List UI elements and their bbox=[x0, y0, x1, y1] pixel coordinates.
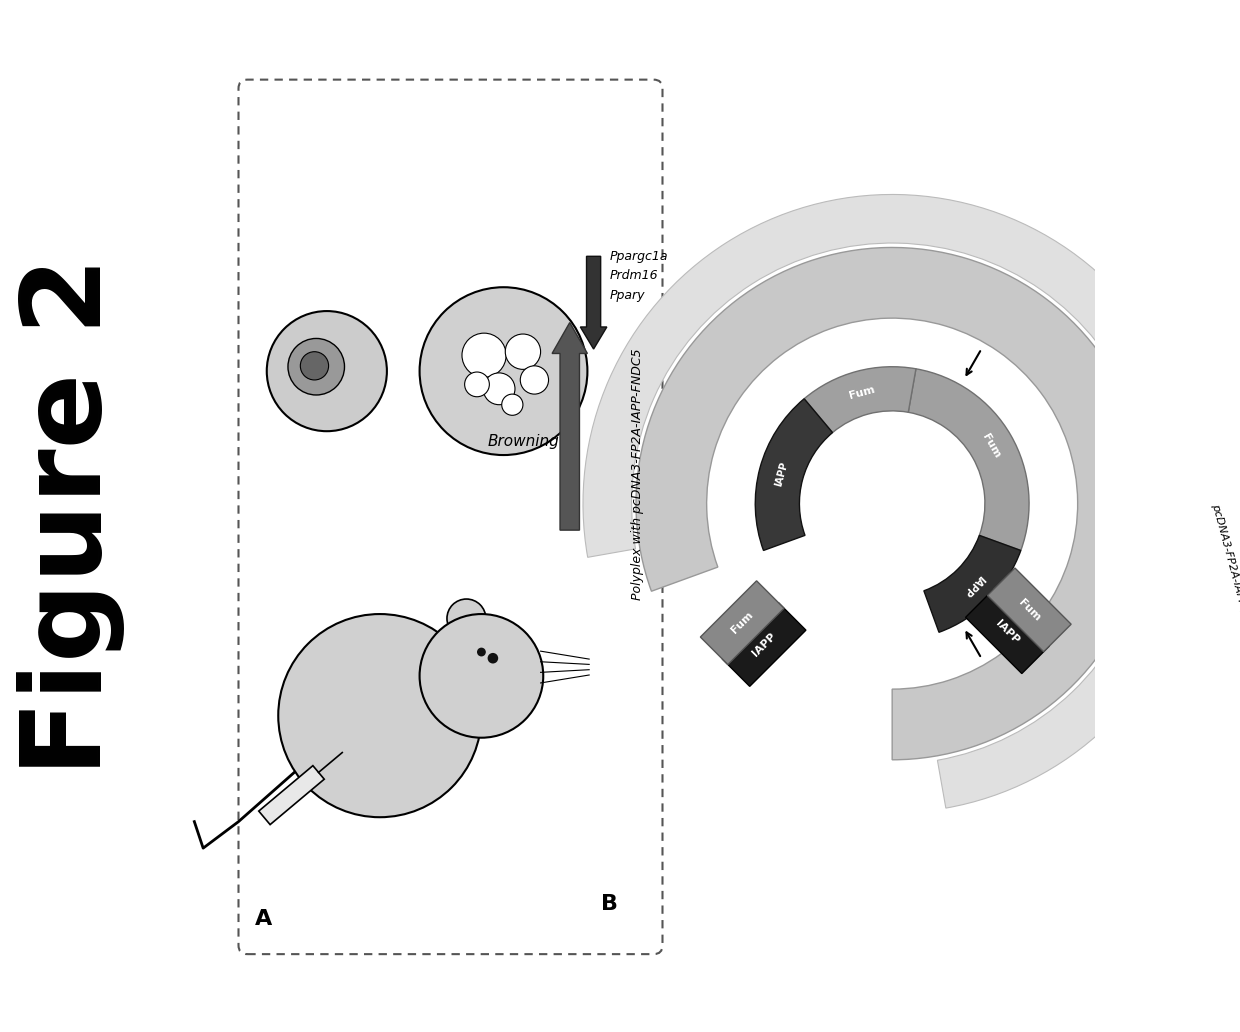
Text: IAPP: IAPP bbox=[774, 460, 790, 487]
Circle shape bbox=[419, 614, 543, 738]
Text: Prdm16: Prdm16 bbox=[610, 269, 658, 282]
Bar bbox=[701, 581, 784, 665]
Circle shape bbox=[484, 373, 515, 405]
Text: IAPP: IAPP bbox=[750, 631, 777, 658]
Text: Ppary: Ppary bbox=[610, 289, 645, 301]
Circle shape bbox=[487, 653, 498, 664]
Wedge shape bbox=[805, 366, 916, 432]
Text: Fum: Fum bbox=[848, 385, 877, 401]
Circle shape bbox=[521, 365, 548, 394]
Text: Fum: Fum bbox=[729, 610, 755, 636]
FancyBboxPatch shape bbox=[238, 79, 662, 955]
Bar bbox=[987, 568, 1071, 651]
Text: Fum: Fum bbox=[1017, 596, 1042, 622]
Text: IAPP: IAPP bbox=[993, 618, 1022, 645]
Wedge shape bbox=[924, 536, 1021, 633]
Text: IAPP: IAPP bbox=[961, 573, 986, 598]
Text: Figure 2: Figure 2 bbox=[16, 256, 125, 776]
Circle shape bbox=[502, 394, 523, 415]
Text: Fum: Fum bbox=[981, 432, 1002, 460]
Text: B: B bbox=[600, 895, 618, 914]
Circle shape bbox=[288, 338, 345, 395]
Circle shape bbox=[267, 311, 387, 431]
Bar bbox=[722, 603, 806, 686]
Wedge shape bbox=[908, 368, 1029, 550]
Text: Browning: Browning bbox=[487, 434, 559, 449]
FancyArrow shape bbox=[552, 323, 588, 530]
Text: Polyplex with pcDNA3-FP2A-IAPP-FNDC5: Polyplex with pcDNA3-FP2A-IAPP-FNDC5 bbox=[631, 348, 645, 600]
Wedge shape bbox=[755, 398, 832, 550]
Text: A: A bbox=[254, 909, 272, 930]
FancyBboxPatch shape bbox=[259, 766, 324, 825]
Circle shape bbox=[300, 352, 329, 380]
Circle shape bbox=[419, 287, 588, 455]
Circle shape bbox=[463, 333, 506, 378]
Circle shape bbox=[446, 599, 486, 638]
Text: pcDNA3-FP2A-IAPP-FNDC5: pcDNA3-FP2A-IAPP-FNDC5 bbox=[1210, 503, 1240, 646]
Circle shape bbox=[477, 648, 486, 656]
Circle shape bbox=[505, 334, 541, 369]
Circle shape bbox=[465, 372, 490, 396]
Text: Ppargc1a: Ppargc1a bbox=[610, 250, 668, 263]
Bar bbox=[966, 590, 1049, 674]
Wedge shape bbox=[636, 248, 1148, 760]
Circle shape bbox=[278, 614, 481, 817]
Wedge shape bbox=[583, 194, 1202, 808]
FancyArrow shape bbox=[580, 256, 606, 349]
